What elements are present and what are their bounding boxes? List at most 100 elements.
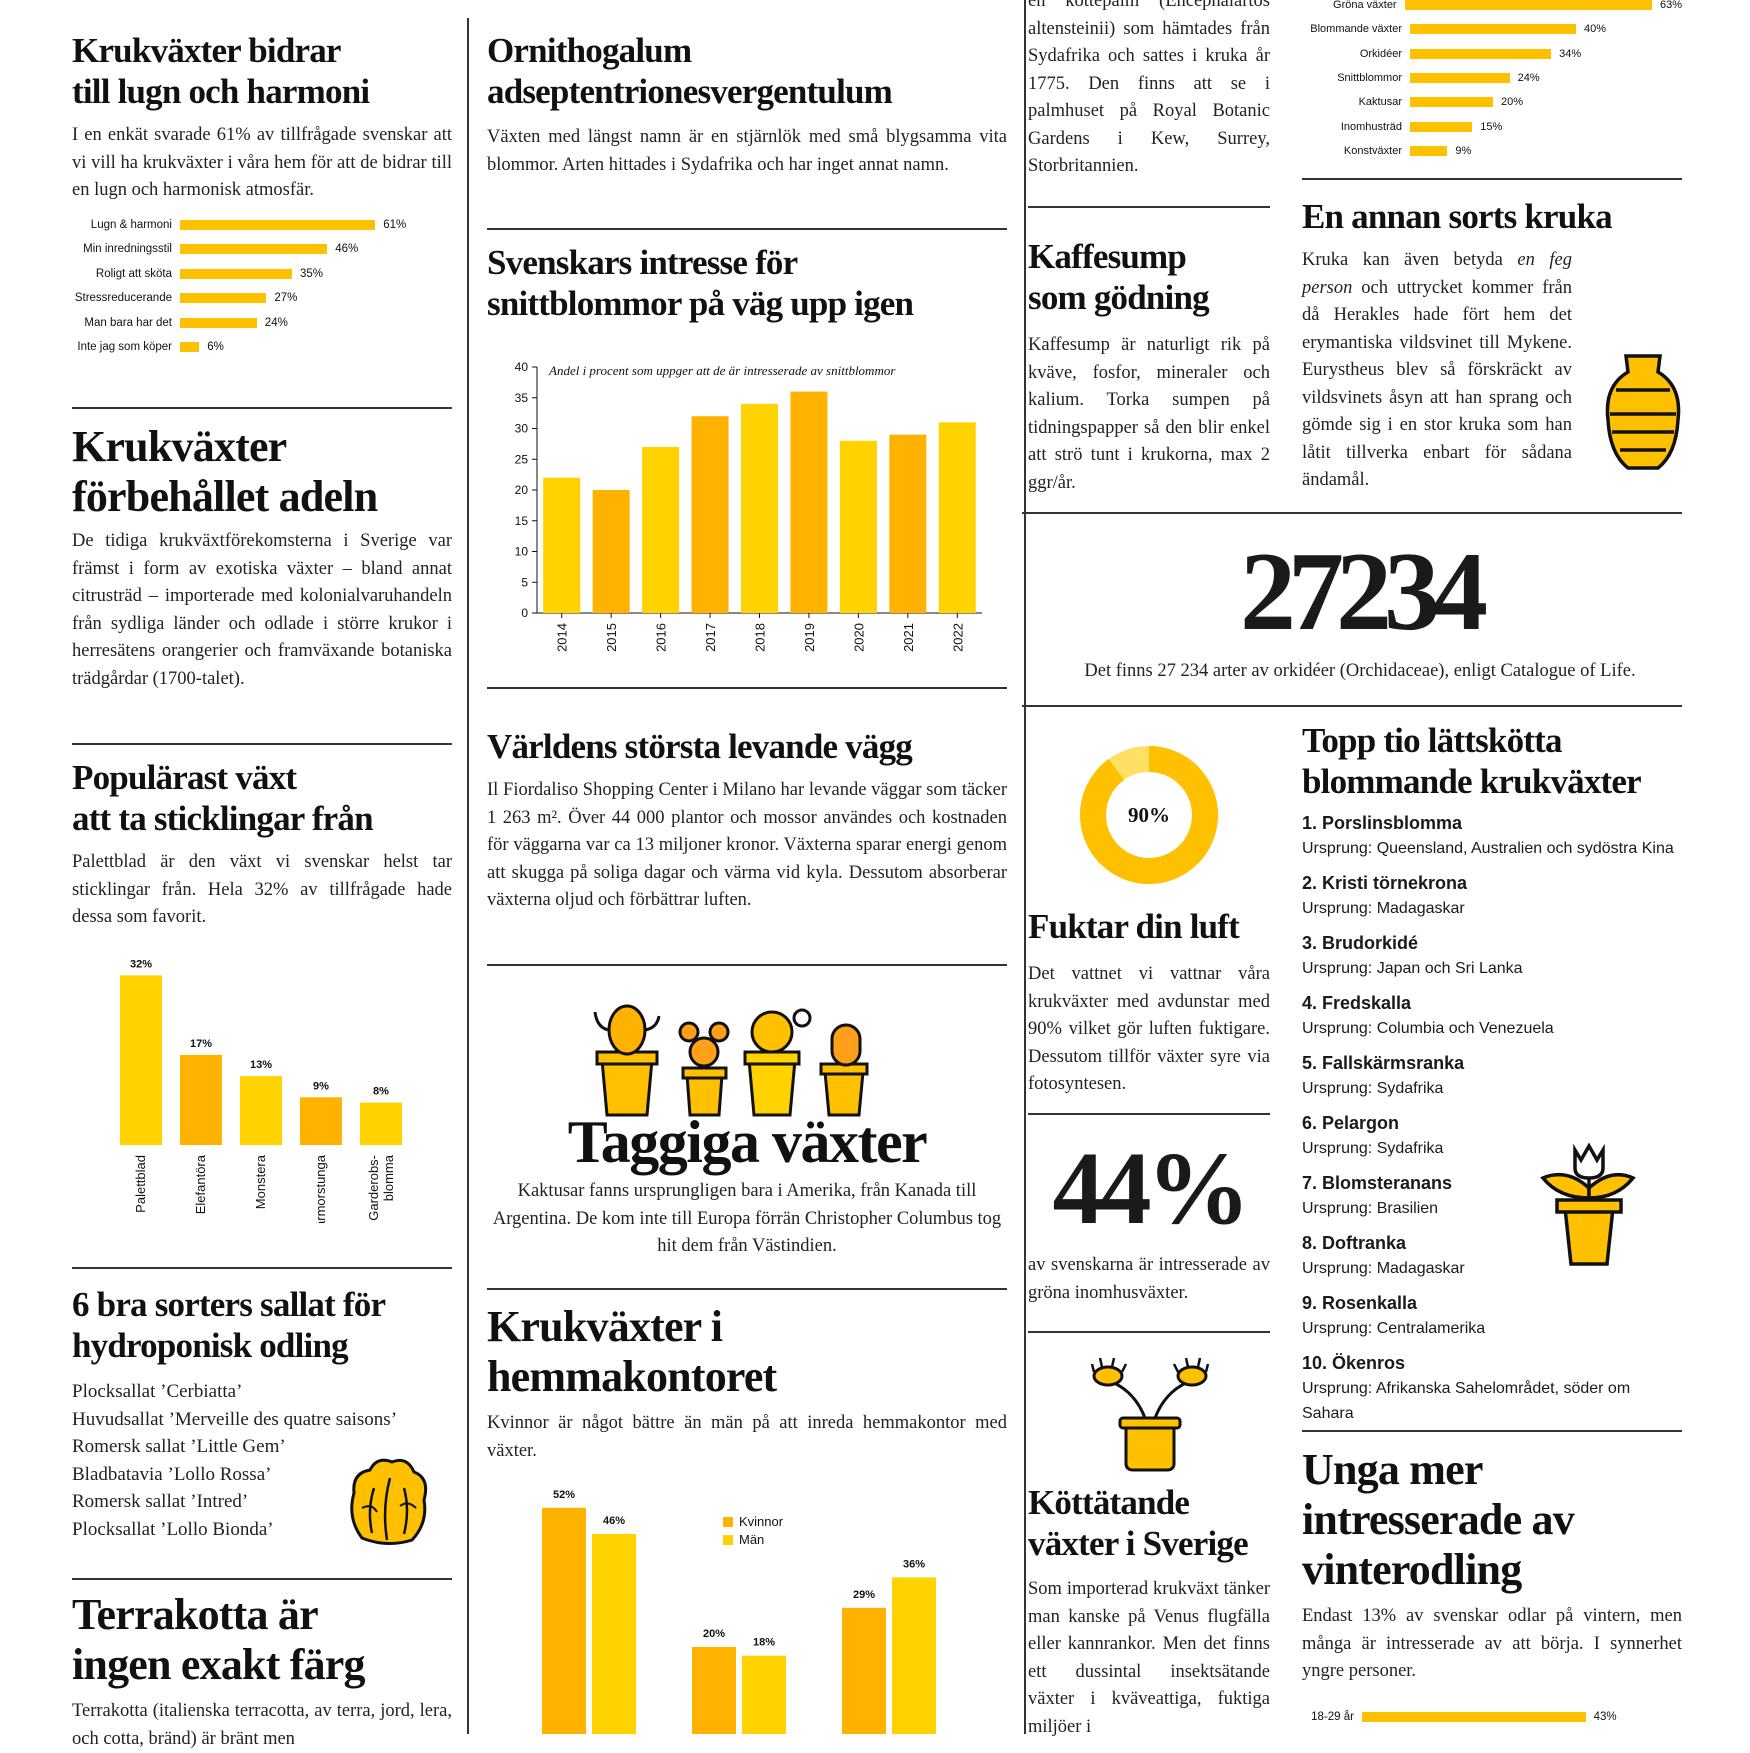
humidity-donut-chart: 90% [1080,746,1218,884]
bar-value: 18% [753,1637,775,1649]
section-title-longest-name: Ornithogalum adseptentrionesvergentulum [487,31,893,111]
x-tick-label: 2015 [604,623,619,652]
x-tick-label: 2016 [654,623,669,652]
bar-value: 35% [300,267,324,280]
bar [892,1577,936,1734]
cuttings-bar-chart: 32% Palettblad 17% Elefantöra 13% Monstera 9% S… [120,958,402,1223]
bar-label: Snittblommor [1337,72,1402,85]
list-item-name: 3. Brudorkidé [1302,933,1419,953]
section-body-living-wall: Il Fiordaliso Shopping Center i Milano h… [487,780,1007,910]
y-tick-label: 30 [515,422,529,436]
y-tick-label: 35 [515,391,529,405]
cut-flowers-bar-chart: 0 5 10 15 20 25 30 35 40 Andel i procent som uppg… [515,360,982,652]
x-tick-label: 2021 [901,623,916,652]
list-item-name: 5. Fallskärmsranka [1302,1053,1465,1073]
bar-value: 52% [553,1489,575,1501]
donut-label: 90% [1128,803,1170,827]
bar [542,1507,586,1734]
bar [180,244,328,255]
bar [300,1097,342,1145]
list-item-name: 4. Fredskalla [1302,993,1412,1013]
list-item: Bladbatavia ’Lollo Rossa’ [72,1463,272,1485]
bar-row: Stressreducerande 27% [72,286,452,311]
section-title-coffee: Kaffesump som gödning [1028,237,1210,317]
section-title-cuttings: Populärast växt att ta sticklingar från [72,758,374,838]
bar-label: Lugn & harmoni [90,218,172,231]
section-divider [72,407,452,409]
section-divider [1028,1113,1270,1115]
bar-value: 9% [313,1080,329,1092]
section-divider [1302,178,1682,180]
list-item-origin: Ursprung: Queensland, Australien och syd… [1302,840,1674,857]
section-divider [72,743,452,745]
bar [790,391,828,613]
list-item-origin: Ursprung: Japan och Sri Lanka [1302,960,1523,977]
plant-types-bar-chart: Gröna växter 63% Blommande växter 40% Orkidé… [1302,0,1682,163]
x-tick-label: 2014 [555,623,570,652]
bar-value: 8% [373,1086,389,1098]
y-tick-label: 40 [515,360,529,374]
bar-label: Gröna växter [1333,0,1397,12]
y-tick-label: 5 [521,575,528,589]
harmony-bar-chart: Lugn & harmoni 61% Min inredningsstil 46% Ro… [72,213,452,360]
list-item-origin: Ursprung: Brasilien [1302,1200,1439,1217]
section-body-orchids: Det finns 27 234 arter av orkidéer (Orch… [1084,661,1636,681]
section-title-humidity: Fuktar din luft [1028,907,1240,946]
winter-bar-chart: 18-29 år 43% [1302,1705,1682,1730]
bar-value: 17% [190,1038,212,1050]
bar-row: Inte jag som köper 6% [72,335,452,360]
bar-label: Konstväxter [1343,144,1402,157]
legend-label: Män [739,1532,764,1547]
bar-row: 18-29 år 43% [1302,1705,1682,1730]
section-title-nobility: Krukväxter förbehållet adeln [72,422,378,521]
list-item-name: 6. Pelargon [1302,1113,1400,1133]
bar-row: Min inredningsstil 46% [72,237,452,262]
list-item-origin: Ursprung: Sydafrika [1302,1140,1444,1157]
y-tick-label: 15 [515,514,529,528]
bar-value: 32% [130,958,152,970]
section-title-cut-flowers: Svenskars intresse för snittblommor på vä… [487,243,914,323]
orchid-stat: 27234 Det finns 27 234 arter av orkidéer… [1030,530,1690,686]
section-divider [72,1578,452,1580]
x-tick-label: 2017 [703,623,718,652]
bar-value: 29% [853,1589,875,1601]
bar [938,422,976,613]
big-stat-27234: 27234 [1240,530,1488,654]
bar-row: Orkidéer 34% [1302,42,1682,66]
section-title-terracotta: Terrakotta är ingen exakt färg [72,1590,366,1689]
bar-row: Man bara har det 24% [72,311,452,336]
bar [1410,48,1552,59]
bar-label: Man bara har det [84,316,172,329]
section-title-carnivorous: Köttätande växter i Sverige [1028,1483,1249,1563]
bar [180,1054,222,1145]
section-body-harmony: I en enkät svarade 61% av tillfrågade sv… [72,125,452,200]
donut-arc [1080,746,1218,884]
section-body-carnivorous: Som importerad krukväxt tänker man kansk… [1028,1579,1270,1737]
bar [1410,73,1510,84]
section-title-winter: Unga mer intresserade av vinterodling [1302,1445,1575,1594]
section-divider [1028,206,1270,208]
lettuce-list: Plocksallat ’Cerbiatta’ Huvudsallat ’Mer… [72,1378,452,1544]
section-divider [72,1267,452,1269]
bar-value: 15% [1480,120,1503,133]
x-tick-label: Palettblad [133,1155,148,1213]
bar [360,1102,402,1145]
bar-row: Inomhusträd 15% [1302,114,1682,138]
list-item-name: 7. Blomsteranans [1302,1173,1453,1193]
section-body-coffee: Kaffesump är naturligt rik på kväve, fos… [1028,335,1270,493]
section-divider [1028,1331,1270,1333]
bar [889,434,927,613]
bar [240,1076,282,1145]
bar-row: Gröna växter 63% [1302,0,1682,17]
chart-title: Andel i procent som uppger att de är int… [548,363,896,378]
bar [742,1655,786,1734]
bar [1410,97,1493,108]
bar-label: Orkidéer [1359,47,1402,60]
section-body-cuttings: Palettblad är den växt vi svenskar helst… [72,852,452,927]
bar-value: 36% [903,1558,925,1570]
bar-label: Stressreducerande [74,292,172,305]
column-divider [467,18,469,1734]
bar-row: Snittblommor 24% [1302,66,1682,90]
section-body-terracotta: Terrakotta (italienska terracotta, av te… [72,1701,452,1749]
list-item-name: 1. Porslinsblomma [1302,813,1463,833]
